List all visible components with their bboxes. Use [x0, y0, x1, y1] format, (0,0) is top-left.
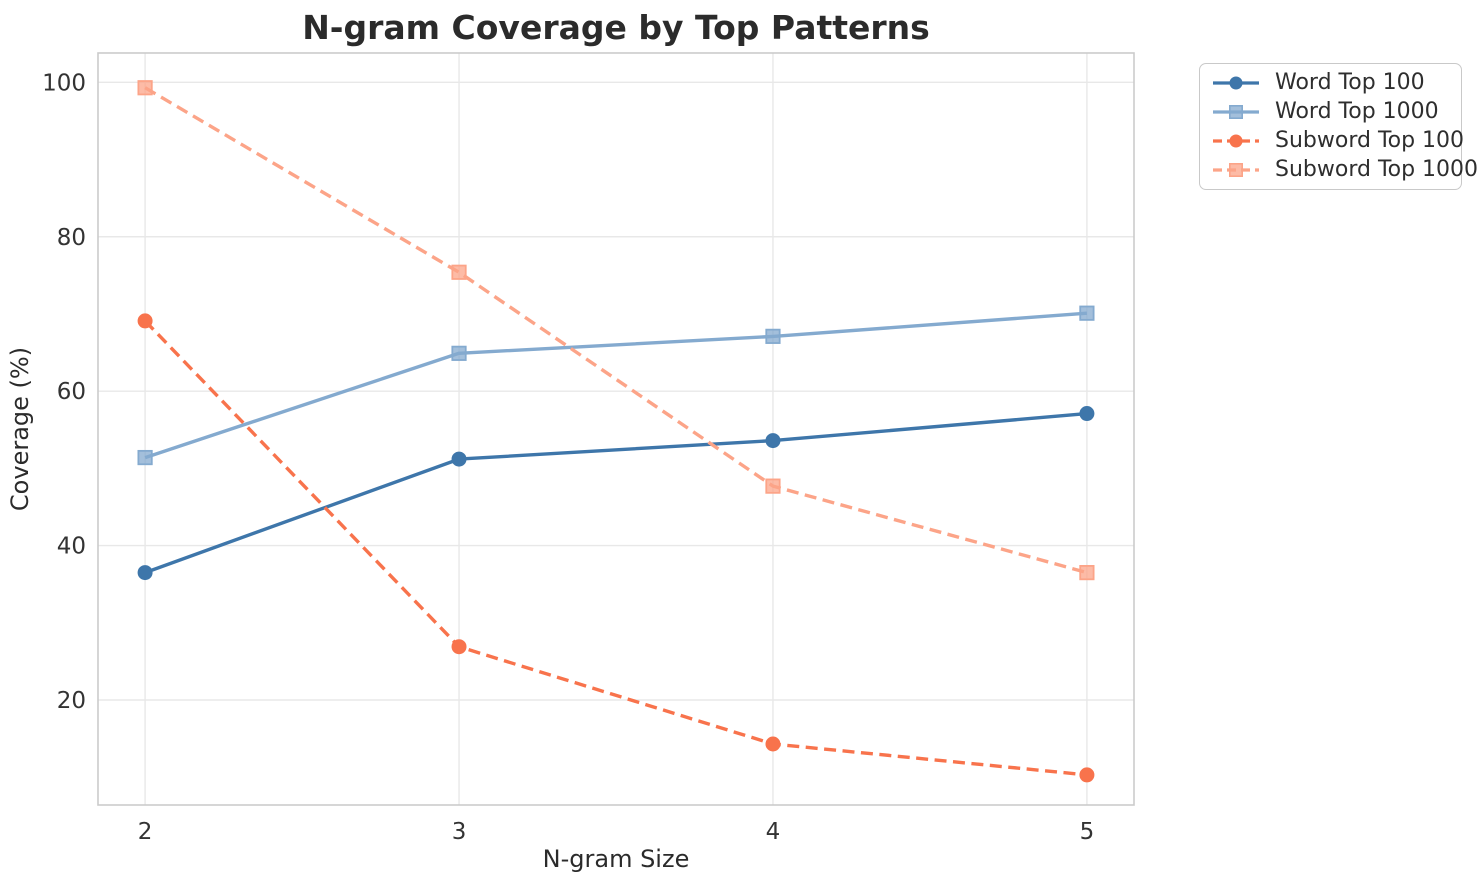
- y-tick-label-20: 20: [57, 688, 86, 714]
- data-point-word-top-1000-x5: [1079, 305, 1095, 321]
- legend-label: Subword Top 100: [1275, 128, 1465, 154]
- series-line-subword-top-1000: [144, 86, 1088, 575]
- legend-swatch-word-top-1000-square-icon: [1213, 104, 1259, 119]
- data-point-subword-top-1000-x4: [765, 478, 781, 494]
- legend: Word Top 100 Word Top 1000 Subword Top 100…: [1199, 63, 1478, 190]
- tick-layer: 2 3 4 5 20 40 60 80 100: [42, 70, 1094, 845]
- grid-layer: [97, 52, 1135, 806]
- y-tick-label-80: 80: [57, 225, 86, 251]
- legend-marker: [1228, 104, 1243, 119]
- data-point-word-top-100-x2: [137, 565, 153, 581]
- x-tick-label-2: 2: [138, 819, 153, 845]
- series-line-subword-top-100: [143, 319, 1088, 777]
- data-point-subword-top-1000-x2: [137, 80, 153, 96]
- legend-swatch-subword-top-1000-square-icon: [1213, 163, 1259, 178]
- data-point-word-top-1000-x3: [451, 345, 467, 361]
- y-tick-label-60: 60: [57, 379, 86, 405]
- data-point-subword-top-100-x4: [765, 736, 781, 752]
- data-point-word-top-100-x4: [765, 433, 781, 449]
- y-axis-label: Coverage (%): [6, 347, 34, 511]
- legend-label: Word Top 1000: [1275, 98, 1439, 124]
- legend-marker: [1229, 76, 1243, 90]
- data-point-word-top-100-x5: [1079, 406, 1095, 422]
- data-point-word-top-1000-x4: [765, 328, 781, 344]
- legend-swatch-word-top-100-circle-icon: [1213, 76, 1259, 90]
- legend-item-word-top-100: Word Top 100: [1210, 69, 1455, 97]
- y-tick-label-40: 40: [57, 534, 86, 560]
- legend-item-subword-top-100: Subword Top 100: [1210, 127, 1464, 155]
- legend-item-word-top-1000: Word Top 1000: [1210, 98, 1455, 126]
- series-line-word-top-100: [144, 411, 1088, 575]
- data-point-word-top-1000-x2: [137, 449, 153, 466]
- x-axis-label: N-gram Size: [543, 845, 690, 873]
- legend-item-subword-top-1000: Subword Top 1000: [1210, 156, 1478, 184]
- legend-marker: [1228, 163, 1243, 178]
- data-point-subword-top-1000-x5: [1079, 565, 1095, 581]
- y-tick-label-100: 100: [42, 70, 86, 96]
- chart-title: N-gram Coverage by Top Patterns: [302, 8, 930, 47]
- data-point-subword-top-100-x5: [1079, 767, 1095, 783]
- legend-marker: [1229, 134, 1243, 148]
- legend-swatch-subword-top-100-circle-icon: [1213, 134, 1259, 148]
- data-point-subword-top-100-x2: [137, 313, 153, 329]
- data-point-subword-top-1000-x3: [451, 264, 467, 280]
- x-tick-label-3: 3: [452, 819, 467, 845]
- x-tick-label-4: 4: [766, 819, 781, 845]
- legend-label: Subword Top 1000: [1275, 157, 1478, 183]
- legend-label: Word Top 100: [1275, 69, 1425, 95]
- data-point-subword-top-100-x3: [451, 639, 467, 655]
- series-line-word-top-1000: [144, 311, 1088, 460]
- x-tick-label-5: 5: [1080, 819, 1095, 845]
- plot-border: [97, 52, 1135, 806]
- data-point-word-top-100-x3: [451, 451, 467, 467]
- series-layer: [137, 80, 1095, 783]
